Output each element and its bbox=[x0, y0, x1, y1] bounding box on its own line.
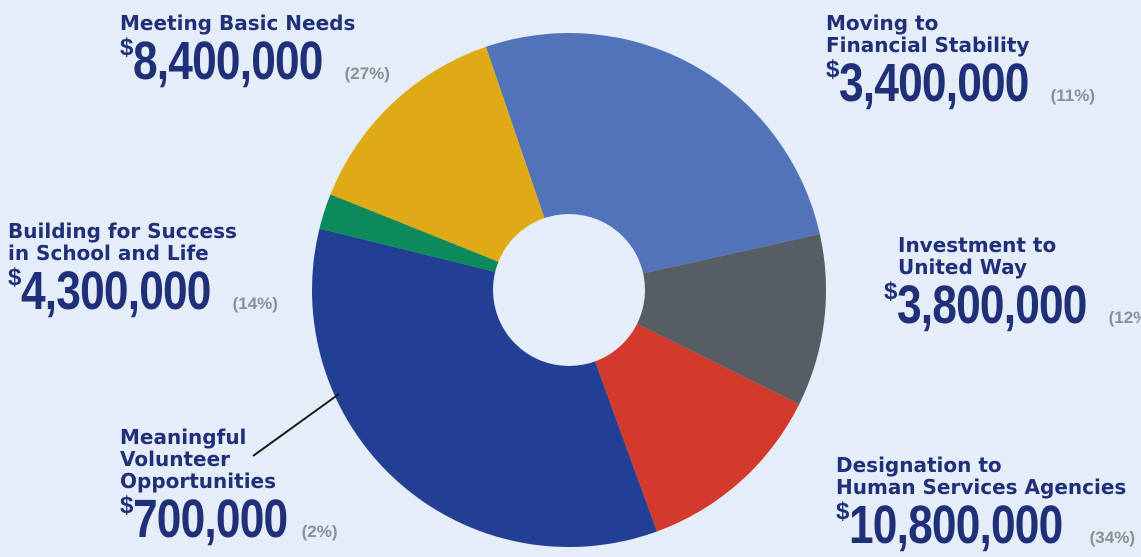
label-building-for-success: Building for Success in School and Life … bbox=[8, 220, 278, 318]
donut-hole bbox=[493, 214, 645, 366]
slice-amount: 3,400,000 bbox=[839, 53, 1029, 113]
slice-amount: 3,800,000 bbox=[897, 275, 1087, 335]
donut-slice-2 bbox=[569, 290, 800, 532]
slice-label-name: Meaningful Volunteer Opportunities bbox=[120, 425, 277, 493]
currency-symbol: $ bbox=[884, 278, 898, 305]
currency-symbol: $ bbox=[836, 498, 850, 525]
slice-label-name: Meeting Basic Needs bbox=[120, 11, 356, 35]
slice-percent: (14%) bbox=[232, 294, 278, 313]
slice-percent: (34%) bbox=[1089, 528, 1135, 547]
slice-label-name: Designation to Human Services Agencies bbox=[836, 453, 1127, 499]
slice-label-name: Building for Success in School and Life bbox=[8, 219, 237, 265]
currency-symbol: $ bbox=[826, 56, 840, 83]
slice-percent: (12%) bbox=[1108, 308, 1141, 327]
currency-symbol: $ bbox=[120, 492, 134, 519]
slice-label-name: Investment to United Way bbox=[898, 233, 1057, 279]
slice-amount: 10,800,000 bbox=[849, 495, 1063, 555]
label-moving-to-financial-stability: Moving to Financial Stability $3,400,000… bbox=[826, 12, 1095, 110]
volunteer-leader-line bbox=[252, 393, 340, 457]
slice-percent: (11%) bbox=[1050, 86, 1096, 105]
slice-amount: 8,400,000 bbox=[133, 31, 323, 91]
donut-slice-5 bbox=[330, 46, 569, 291]
slice-amount: 700,000 bbox=[133, 489, 288, 549]
slice-percent: (2%) bbox=[301, 522, 338, 541]
label-designation-to-agencies: Designation to Human Services Agencies $… bbox=[836, 454, 1135, 552]
slice-amount: 4,300,000 bbox=[21, 261, 211, 321]
slice-label-name: Moving to Financial Stability bbox=[826, 11, 1030, 57]
slice-percent: (27%) bbox=[344, 64, 390, 83]
currency-symbol: $ bbox=[8, 264, 22, 291]
label-investment-to-united-way: Investment to United Way $3,800,000 (12%) bbox=[884, 234, 1141, 332]
label-meeting-basic-needs: Meeting Basic Needs $8,400,000 (27%) bbox=[120, 12, 390, 88]
label-meaningful-volunteer: Meaningful Volunteer Opportunities $700,… bbox=[120, 426, 337, 546]
currency-symbol: $ bbox=[120, 34, 134, 61]
